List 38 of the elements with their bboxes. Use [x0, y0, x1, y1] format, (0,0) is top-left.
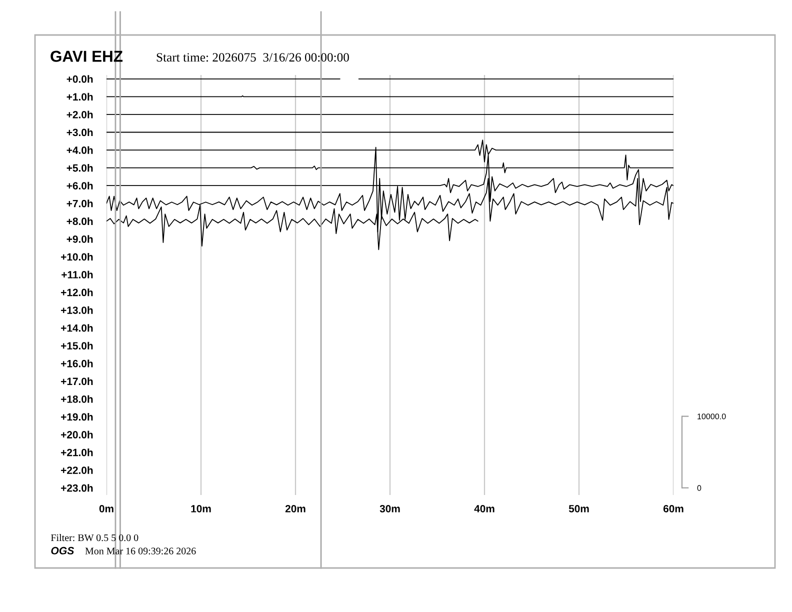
x-tick-label: 40m — [474, 504, 494, 512]
y-tick-label: +23.0h — [61, 484, 93, 492]
y-tick-label: +20.0h — [61, 430, 93, 438]
x-tick-label: 50m — [568, 504, 589, 512]
y-tick-label: +18.0h — [61, 395, 93, 403]
x-tick-label: 30m — [380, 504, 400, 512]
x-tick-label: 10m — [191, 504, 211, 512]
text: Filter: BW 0.5 5 0.0 0 — [50, 534, 138, 542]
y-tick-label: +22.0h — [61, 466, 93, 474]
x-tick-label: 60m — [663, 504, 684, 512]
y2-tick-label: 10000.0 — [698, 414, 726, 420]
y-tick-label: +5.0h — [66, 164, 93, 172]
y-tick-label: +0.0h — [66, 75, 93, 83]
y-tick-label: +7.0h — [66, 200, 93, 208]
y-tick-label: +6.0h — [66, 182, 93, 190]
y-tick-label: +19.0h — [61, 412, 93, 421]
y-tick-label: +13.0h — [61, 306, 93, 314]
y-tick-label: +21.0h — [61, 448, 93, 456]
x-tick-label: 20m — [285, 504, 306, 512]
y-tick-label: +9.0h — [66, 235, 93, 243]
y-tick-label: +2.0h — [66, 110, 93, 118]
y-tick-label: +17.0h — [61, 377, 93, 386]
y-tick-label: +10.0h — [61, 252, 93, 261]
y-tick-label: +16.0h — [61, 360, 93, 368]
text: Mon Mar 16 09:39:26 2026 — [85, 548, 196, 554]
text: OGS — [51, 546, 74, 554]
chart-title: GAVI EHZ — [50, 50, 123, 62]
y-tick-label: +4.0h — [66, 146, 93, 154]
y2-tick-label: 0 — [697, 485, 702, 491]
y-tick-label: +14.0h — [61, 324, 93, 332]
x-tick-label: 0m — [99, 504, 114, 512]
y-tick-label: +1.0h — [66, 92, 93, 101]
chart-subtitle: Start time: 2026075 3/16/26 00:00:00 — [156, 53, 349, 62]
y-tick-label: +3.0h — [66, 128, 93, 136]
y-tick-label: +12.0h — [61, 288, 93, 296]
y-tick-label: +15.0h — [61, 342, 93, 350]
y-tick-label: +8.0h — [66, 217, 93, 226]
y-tick-label: +11.0h — [62, 270, 93, 278]
